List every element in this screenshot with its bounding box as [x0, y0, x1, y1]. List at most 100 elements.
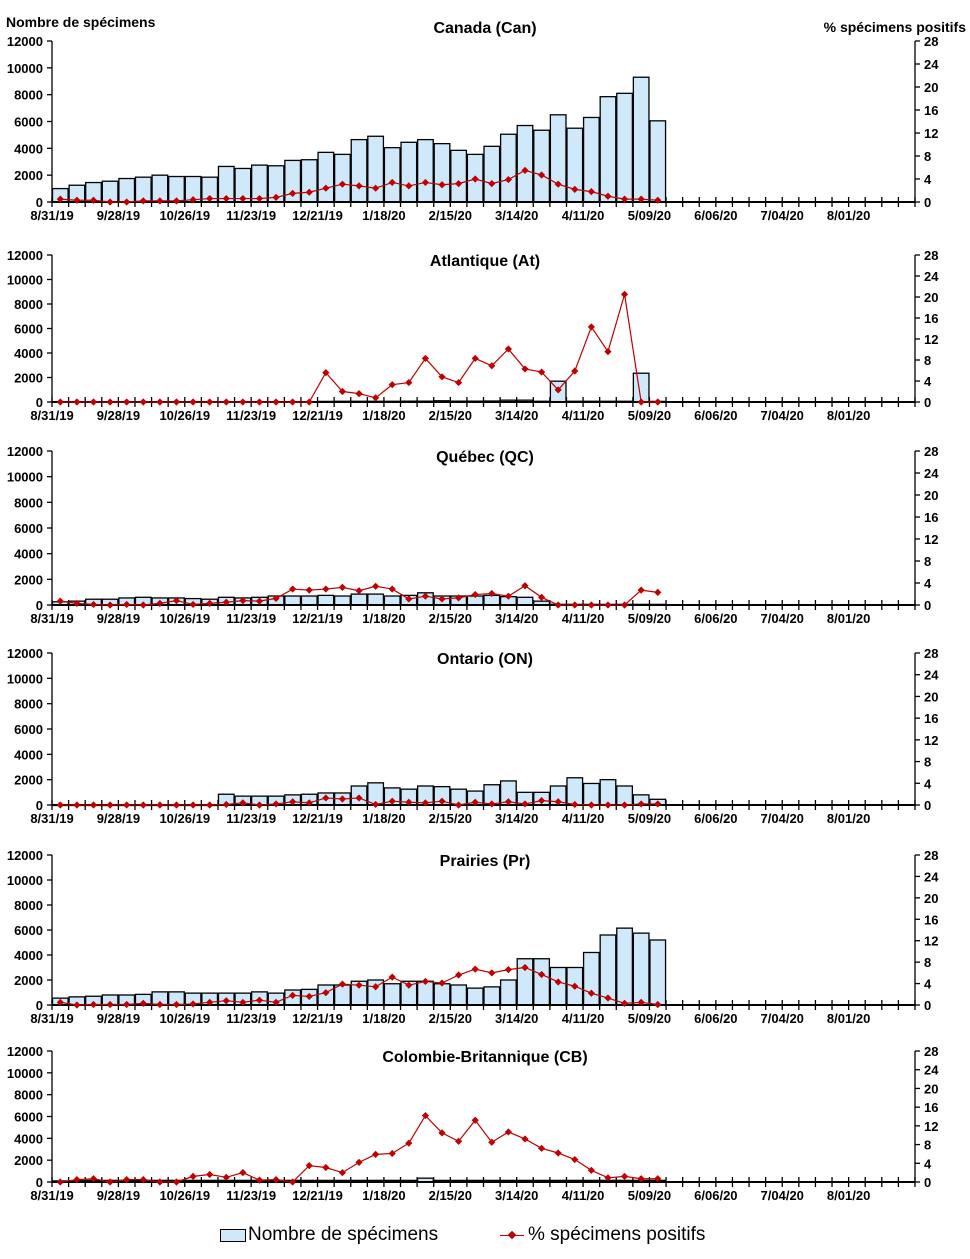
- bar: [533, 129, 551, 203]
- y-tick-label: 6000: [14, 322, 43, 337]
- positivity-point: [73, 1176, 81, 1184]
- x-tick-label: 6/06/20: [694, 811, 737, 826]
- positivity-point: [305, 586, 313, 594]
- positivity-point: [56, 398, 64, 406]
- positivity-point: [455, 378, 463, 387]
- y-tick-label: 8000: [14, 898, 43, 913]
- y2-tick-label: 0: [924, 798, 931, 813]
- positivity-point: [56, 195, 64, 203]
- positivity-point: [504, 592, 512, 600]
- positivity-point: [123, 600, 131, 609]
- x-tick-label: 10/26/19: [159, 811, 210, 826]
- positivity-point: [239, 398, 247, 406]
- y2-tick-label: 24: [924, 869, 939, 884]
- y2-tick-label: 16: [924, 711, 938, 726]
- positivity-point: [56, 801, 64, 809]
- positivity-point: [604, 601, 612, 609]
- positivity-point: [338, 387, 347, 396]
- y2-tick-label: 8: [924, 755, 931, 770]
- y2-tick-label: 24: [924, 668, 939, 683]
- positivity-point: [355, 794, 363, 802]
- x-tick-label: 11/23/19: [226, 208, 276, 223]
- positivity-point: [239, 799, 247, 807]
- legend-bars-label: Nombre de spécimens: [248, 1224, 439, 1245]
- y-tick-label: 6000: [14, 1110, 43, 1125]
- x-tick-label: 12/21/19: [292, 1188, 343, 1203]
- positivity-point: [89, 1175, 98, 1183]
- positivity-point: [172, 801, 181, 809]
- positivity-point: [355, 390, 363, 398]
- positivity-point: [206, 801, 214, 809]
- positivity-point: [604, 801, 612, 809]
- legend-line-label: % spécimens positifs: [528, 1224, 706, 1245]
- positivity-point: [156, 599, 164, 607]
- positivity-point: [272, 398, 280, 406]
- positivity-point: [305, 992, 313, 1001]
- y-tick-label: 0: [36, 395, 43, 410]
- positivity-point: [488, 180, 496, 188]
- line-marker-icon: [500, 1230, 524, 1241]
- x-tick-label: 11/23/19: [226, 408, 276, 423]
- positivity-point: [537, 368, 546, 376]
- x-tick-label: 8/01/20: [827, 1011, 870, 1026]
- positivity-point: [322, 1163, 330, 1172]
- positivity-point: [206, 998, 214, 1006]
- positivity-point: [106, 801, 114, 809]
- positivity-point: [388, 381, 396, 389]
- y2-tick-label: 12: [924, 332, 938, 347]
- bar: [433, 142, 451, 203]
- positivity-point: [504, 345, 512, 353]
- positivity-point: [305, 188, 313, 196]
- y-tick-label: 2000: [14, 168, 43, 183]
- positivity-point: [471, 965, 479, 973]
- positivity-point: [222, 997, 230, 1005]
- y2-tick-label: 24: [924, 57, 939, 72]
- positivity-point: [322, 989, 330, 997]
- x-tick-label: 9/28/19: [97, 611, 140, 626]
- y2-tick-label: 0: [924, 395, 931, 410]
- x-tick-label: 12/21/19: [292, 1011, 343, 1026]
- y-tick-label: 2000: [14, 973, 43, 988]
- bar: [367, 135, 385, 203]
- positivity-point: [587, 1166, 595, 1174]
- positivity-point: [172, 1178, 181, 1186]
- positivity-point: [305, 799, 313, 807]
- x-tick-label: 3/14/20: [495, 611, 538, 626]
- x-tick-label: 1/18/20: [362, 1011, 405, 1026]
- positivity-point: [521, 1135, 529, 1143]
- positivity-point: [637, 800, 645, 808]
- y2-tick-label: 0: [924, 1175, 931, 1190]
- positivity-point: [372, 800, 380, 809]
- bar: [367, 593, 385, 606]
- positivity-point: [488, 1138, 496, 1146]
- chart-panel-3: Ontario (ON) 8/31/19 9/28/19 10/26/19 11/23/…: [7, 646, 939, 826]
- bar: [632, 932, 650, 1006]
- positivity-point: [123, 1176, 131, 1184]
- bar: [533, 958, 551, 1006]
- x-tick-label: 11/23/19: [226, 1188, 276, 1203]
- positivity-point: [272, 800, 280, 808]
- positivity-point: [272, 1176, 280, 1184]
- positivity-point: [355, 1158, 363, 1166]
- positivity-point: [272, 998, 280, 1006]
- legend-item-bars: Nombre de spécimens: [220, 1224, 438, 1246]
- positivity-point: [388, 178, 396, 187]
- positivity-point: [554, 798, 562, 806]
- positivity-point: [620, 801, 629, 809]
- y-tick-label: 6000: [14, 115, 43, 130]
- positivity-point: [537, 797, 546, 805]
- positivity-point: [139, 1176, 147, 1184]
- positivity-point: [455, 1137, 463, 1145]
- y2-tick-label: 16: [924, 510, 938, 525]
- y2-tick-label: 20: [924, 488, 938, 503]
- positivity-point: [206, 1170, 214, 1179]
- positivity-point: [504, 798, 512, 806]
- positivity-point: [123, 801, 131, 809]
- x-tick-label: 10/26/19: [159, 1188, 210, 1203]
- y2-tick-label: 24: [924, 269, 939, 284]
- chart-title: Ontario (ON): [437, 651, 533, 668]
- positivity-point: [172, 597, 181, 605]
- x-tick-label: 4/11/20: [562, 1188, 605, 1203]
- positivity-point: [338, 795, 347, 803]
- x-tick-label: 8/31/19: [30, 811, 73, 826]
